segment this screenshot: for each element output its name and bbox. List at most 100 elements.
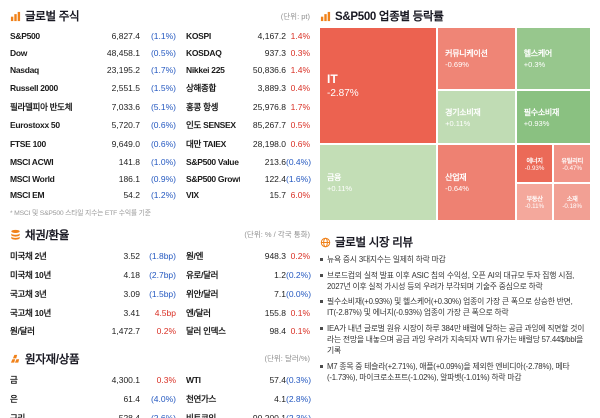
- bullet-text: IEA가 내년 글로벌 원유 시장이 하루 384만 배럴에 달하는 공급 과잉…: [327, 323, 585, 355]
- table-row: MSCI ACWI 141.8 (1.0%) S&P500 Value 213.6 (0.…: [10, 153, 312, 170]
- instrument-change: (5.1%): [150, 101, 176, 112]
- instrument-name: 홍콩 항셍: [186, 101, 219, 112]
- instrument-value: 122.4: [264, 173, 286, 184]
- instrument-value: 15.7: [269, 190, 286, 201]
- sector-change: +0.3%: [523, 60, 546, 70]
- instrument-change: 1.4%: [290, 31, 310, 42]
- instrument-change: 1.4%: [290, 64, 310, 75]
- instrument-change: (1.7%): [150, 64, 176, 75]
- coins-icon: [11, 230, 20, 241]
- instrument-value: 23,195.2: [106, 64, 140, 75]
- instrument-name: S&P500 Value: [186, 156, 239, 167]
- instrument-name: KOSDAQ: [186, 48, 222, 59]
- table-row: FTSE 100 9,649.0 (0.6%) 대만 TAIEX 28,198.0 0.6…: [10, 135, 310, 154]
- instrument-name: MSCI ACWI: [10, 156, 54, 167]
- instrument-change: 0.4%: [290, 82, 310, 93]
- table-row: 국고채 10년 3.41 4.5bp 엔/달러 155.8 0.1%: [10, 303, 310, 322]
- sector-tile-real-estate: 부동산 -0.11%: [516, 183, 553, 220]
- instrument-change: 0.1%: [290, 326, 310, 337]
- instrument-value: 155.8: [264, 307, 286, 318]
- instrument-name: 위안/달러: [186, 288, 219, 299]
- instrument-name: 유로/달러: [186, 269, 219, 280]
- instrument-change: (1.1%): [150, 31, 176, 42]
- instrument-value: 1,472.7: [111, 326, 140, 337]
- section-header: 채권/환율 (단위: % / 각국 통화): [10, 227, 310, 243]
- sector-tile-energy: 에너지 -0.93%: [516, 145, 553, 182]
- instrument-name: 대만 TAIEX: [186, 139, 227, 150]
- instrument-value: 4.18: [123, 269, 140, 280]
- bullet-marker: [320, 273, 323, 277]
- instrument-name: 국고채 10년: [10, 307, 51, 318]
- sector-name: 경기소비재: [445, 107, 481, 117]
- table-row: MSCI World 186.1 (0.9%) S&P500 Growth 122.4(…: [10, 170, 311, 187]
- instrument-value: 5,720.7: [111, 120, 140, 131]
- bullet-text: 필수소비재(+0.93%) 및 헬스케어(+0.30%) 업종이 가장 큰 폭으…: [327, 297, 573, 318]
- instrument-change: (1.5bp): [149, 288, 176, 299]
- section-sector-map: S&P500 업종별 등락률 IT -2.87% 커뮤니케이션 -0.69% 헬스케…: [320, 8, 590, 220]
- instrument-name: 금: [10, 375, 18, 386]
- instrument-change: (2.8%): [286, 393, 312, 404]
- instrument-change: (1.5%): [150, 82, 176, 93]
- sector-tile-utilities: 유틸리티 -0.47%: [554, 145, 590, 182]
- instrument-change: 0.1%: [290, 307, 310, 318]
- instrument-value: 85,267.7: [252, 120, 286, 131]
- instrument-value: 3.52: [123, 251, 140, 262]
- instrument-value: 25,976.8: [252, 101, 286, 112]
- instrument-change: (1.8bp): [149, 251, 176, 262]
- sector-name: 유틸리티: [561, 157, 583, 165]
- instrument-value: 937.3: [264, 48, 286, 59]
- instrument-change: 1.7%: [290, 101, 310, 112]
- sector-change: +0.93%: [523, 118, 550, 128]
- instrument-value: 948.3: [264, 251, 286, 262]
- sector-tile-consumer-staples: 필수소비재 +0.93%: [516, 91, 590, 144]
- table-row: 국고채 3년 3.09 (1.5bp) 위안/달러 7.1 (0.0%): [10, 284, 311, 303]
- instrument-name: Nikkei 225: [186, 64, 225, 75]
- unit-label: (단위: pt): [280, 11, 310, 21]
- section-market-review: 글로벌 시장 리뷰 뉴욕 증시 3대지수는 일제히 하락 마감 브로드컴의 실적…: [320, 234, 590, 387]
- instrument-change: (0.4%): [286, 156, 312, 167]
- section-header: 글로벌 시장 리뷰: [320, 234, 590, 250]
- bullet-marker: [320, 300, 323, 304]
- bullet-marker: [320, 326, 323, 330]
- sector-name: 커뮤니케이션: [445, 49, 488, 59]
- instrument-name: Eurostoxx 50: [10, 120, 60, 131]
- instrument-change: (0.3%): [286, 375, 312, 386]
- table-footnote: * MSCI 및 S&P500 스타일 지수는 ETF 수익률 기준: [10, 209, 151, 217]
- table-row: 필라델피아 반도체 7,033.6 (5.1%) 홍콩 항셍 25,976.8 1.7%: [10, 97, 310, 116]
- instrument-name: 미국채 10년: [10, 269, 51, 280]
- instrument-name: 상해종합: [186, 82, 217, 93]
- sector-change: -0.93%: [524, 164, 545, 172]
- sector-change: -0.11%: [524, 202, 545, 210]
- section-title: 글로벌 주식: [25, 11, 80, 23]
- section-header: S&P500 업종별 등락률: [320, 8, 590, 24]
- instrument-value: 6,827.4: [111, 31, 140, 42]
- instrument-value: 57.4: [269, 375, 286, 386]
- instrument-change: (1.2%): [150, 190, 176, 201]
- section-header: 글로벌 주식 (단위: pt): [10, 8, 310, 24]
- instrument-change: (0.9%): [150, 173, 176, 184]
- instrument-change: (0.2%): [286, 269, 312, 280]
- gold-ingot-icon: [10, 355, 20, 363]
- table-row: 구리 528.4 (2.6%) 비트코인 90,200.1 (2.3%): [10, 408, 311, 418]
- instrument-name: WTI: [186, 375, 201, 386]
- section-commodities: 원자재/상품 (단위: 달러/%) 금 4,300.1 0.3% WTI 57.4 (0.…: [10, 351, 312, 418]
- instrument-value: 50,836.6: [252, 64, 286, 75]
- bullet-text: 뉴욕 증시 3대지수는 일제히 하락 마감: [327, 255, 446, 264]
- left-column: 글로벌 주식 (단위: pt) S&P500 6,827.4 (1.1%) KOSPI…: [10, 8, 312, 418]
- sector-change: -0.18%: [562, 202, 582, 210]
- section-title: 채권/환율: [25, 229, 70, 242]
- instrument-name: 미국채 2년: [10, 251, 47, 262]
- instrument-change: 0.3%: [290, 48, 310, 59]
- instrument-value: 3,889.3: [257, 82, 286, 93]
- unit-label: (단위: 달러/%): [264, 354, 310, 364]
- instrument-name: 필라델피아 반도체: [10, 101, 73, 112]
- instrument-value: 3.09: [123, 288, 140, 299]
- instrument-name: S&P500: [10, 31, 40, 42]
- instrument-value: 48,458.1: [106, 48, 140, 59]
- instrument-name: KOSPI: [186, 31, 211, 42]
- instrument-name: 인도 SENSEX: [186, 120, 236, 131]
- section-bonds-fx: 채권/환율 (단위: % / 각국 통화) 미국채 2년 3.52 (1.8bp) 원…: [10, 227, 312, 341]
- bar-chart-icon: [320, 11, 331, 21]
- instrument-name: 천연가스: [186, 393, 217, 404]
